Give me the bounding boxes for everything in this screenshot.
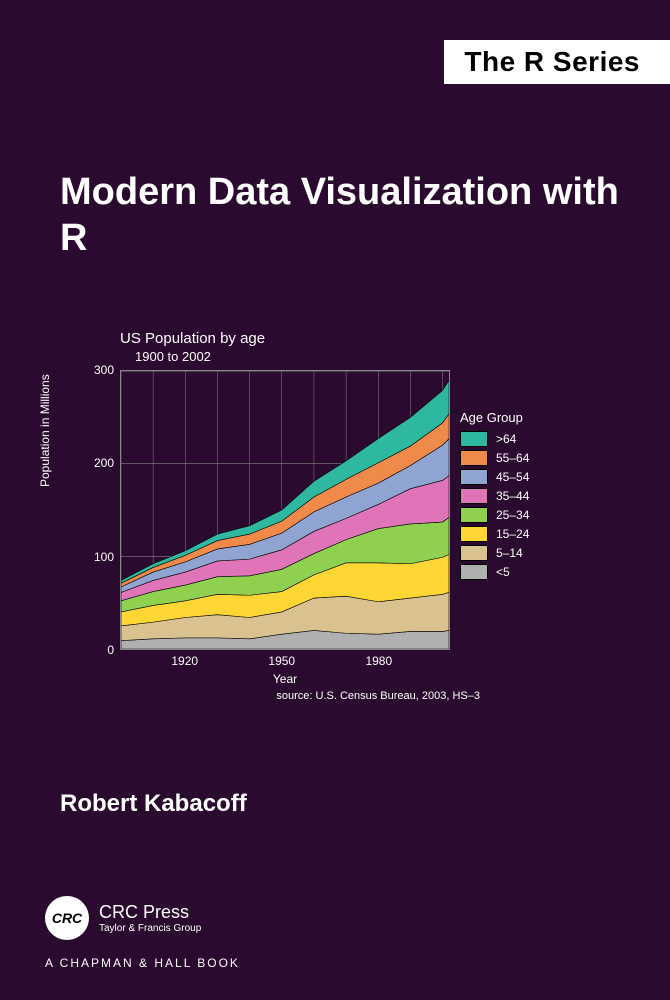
publisher-subtitle: Taylor & Francis Group bbox=[99, 923, 201, 934]
series-banner: The R Series bbox=[444, 40, 670, 84]
legend-swatch bbox=[460, 431, 488, 447]
legend-item: 55–64 bbox=[460, 450, 529, 466]
legend-swatch bbox=[460, 469, 488, 485]
legend-swatch bbox=[460, 507, 488, 523]
y-tick: 200 bbox=[94, 456, 114, 470]
legend-item: 15–24 bbox=[460, 526, 529, 542]
y-axis-label: Population in Millions bbox=[38, 374, 52, 487]
x-tick: 1980 bbox=[365, 654, 392, 668]
legend-label: 55–64 bbox=[496, 451, 529, 465]
x-tick: 1920 bbox=[171, 654, 198, 668]
legend-label: 35–44 bbox=[496, 489, 529, 503]
legend-label: 15–24 bbox=[496, 527, 529, 541]
author-name: Robert Kabacoff bbox=[60, 790, 247, 818]
legend-item: >64 bbox=[460, 431, 529, 447]
publisher-block: CRC CRC Press Taylor & Francis Group bbox=[45, 896, 201, 940]
legend-swatch bbox=[460, 564, 488, 580]
x-tick: 1950 bbox=[268, 654, 295, 668]
legend-swatch bbox=[460, 488, 488, 504]
legend-label: 25–34 bbox=[496, 508, 529, 522]
y-tick: 300 bbox=[94, 363, 114, 377]
legend-label: 5–14 bbox=[496, 546, 523, 560]
imprint-line: A CHAPMAN & HALL BOOK bbox=[45, 956, 240, 970]
chart-title: US Population by age bbox=[120, 330, 600, 347]
legend-label: 45–54 bbox=[496, 470, 529, 484]
publisher-logo-icon: CRC bbox=[45, 896, 89, 940]
y-tick: 100 bbox=[94, 550, 114, 564]
legend-item: 25–34 bbox=[460, 507, 529, 523]
legend-swatch bbox=[460, 545, 488, 561]
legend-swatch bbox=[460, 526, 488, 542]
chart-source: source: U.S. Census Bureau, 2003, HS–3 bbox=[120, 690, 480, 702]
legend-item: <5 bbox=[460, 564, 529, 580]
publisher-name: CRC Press bbox=[99, 902, 201, 923]
x-axis-label: Year bbox=[120, 672, 450, 686]
chart-legend: Age Group >64 55–64 45–54 35–44 25–34 15–24 5–… bbox=[460, 410, 529, 583]
legend-item: 35–44 bbox=[460, 488, 529, 504]
y-ticks: 0100200300 bbox=[88, 370, 118, 650]
legend-swatch bbox=[460, 450, 488, 466]
legend-label: <5 bbox=[496, 565, 510, 579]
chart-subtitle: 1900 to 2002 bbox=[135, 349, 600, 364]
legend-item: 45–54 bbox=[460, 469, 529, 485]
cover-chart: US Population by age 1900 to 2002 Popula… bbox=[60, 330, 600, 690]
legend-label: >64 bbox=[496, 432, 516, 446]
stacked-area-plot bbox=[120, 370, 450, 650]
book-title: Modern Data Visualization with R bbox=[60, 170, 630, 261]
legend-item: 5–14 bbox=[460, 545, 529, 561]
y-tick: 0 bbox=[107, 643, 114, 657]
legend-title: Age Group bbox=[460, 410, 529, 425]
